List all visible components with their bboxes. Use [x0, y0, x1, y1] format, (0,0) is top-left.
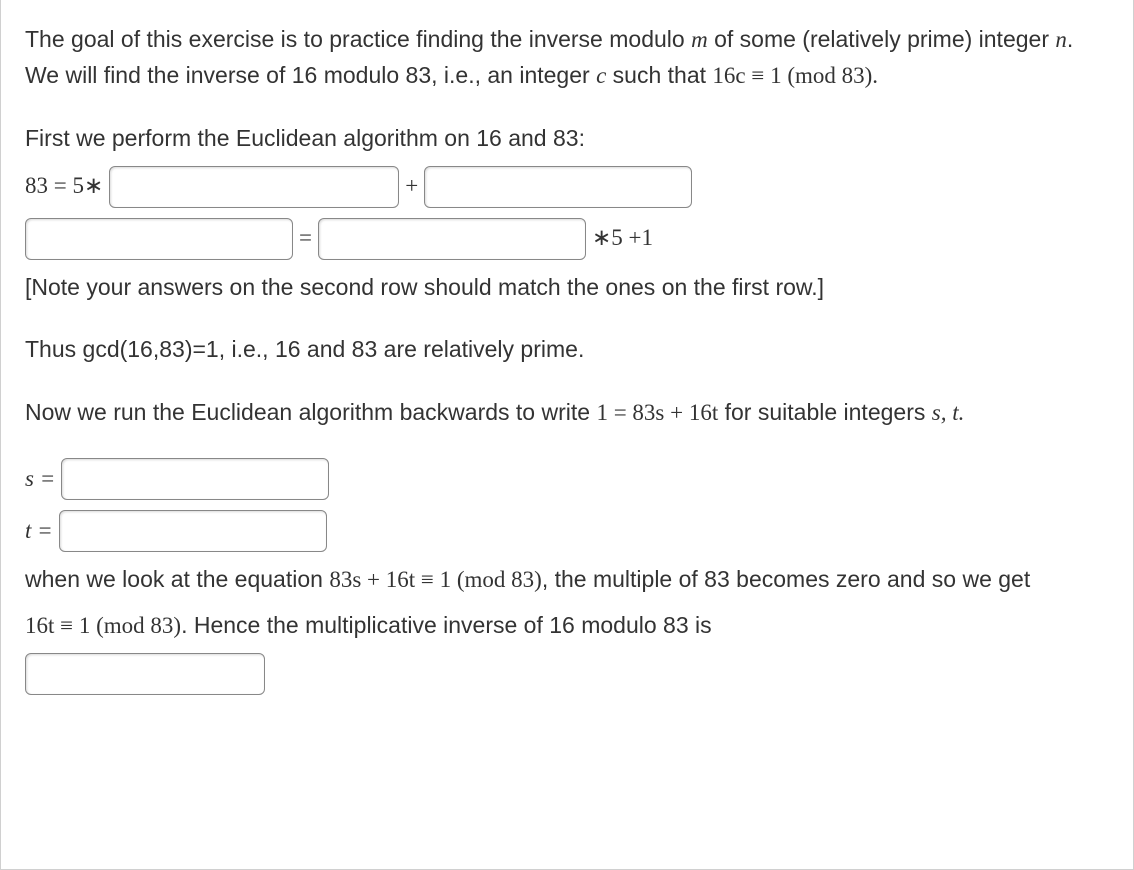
tail-text-1: when we look at the equation — [25, 566, 329, 592]
euclid-input-a[interactable] — [109, 166, 399, 208]
var-m: m — [691, 27, 708, 52]
intro-text-1: The goal of this exercise is to practice… — [25, 26, 691, 52]
tail-text-2: , the multiple of 83 becomes zero and so… — [542, 566, 1030, 592]
backward-lead: Now we run the Euclidean algorithm backw… — [25, 395, 1109, 431]
euclid-input-c[interactable] — [25, 218, 293, 260]
intro-equation: 16c ≡ 1 (mod 83). — [712, 63, 878, 88]
euclid-note: [Note your answers on the second row sho… — [25, 270, 1109, 305]
var-n: n — [1055, 27, 1067, 52]
back-equation: 1 = 83s + 16t — [596, 400, 718, 425]
intro-paragraph: The goal of this exercise is to practice… — [25, 22, 1109, 93]
gcd-statement: Thus gcd(16,83)=1, i.e., 16 and 83 are r… — [25, 332, 1109, 367]
var-c: c — [596, 63, 606, 88]
s-row: s = — [25, 458, 1109, 500]
t-input[interactable] — [59, 510, 327, 552]
tail-paragraph-2: 16t ≡ 1 (mod 83). Hence the multiplicati… — [25, 608, 1109, 644]
s-label: s = — [25, 462, 55, 497]
euclid-input-b[interactable] — [424, 166, 692, 208]
back-text-1: Now we run the Euclidean algorithm backw… — [25, 399, 596, 425]
vars-st: s, t. — [932, 400, 965, 425]
euclid-row-1: 83 = 5∗ + — [25, 166, 1109, 208]
tail-paragraph-1: when we look at the equation 83s + 16t ≡… — [25, 562, 1109, 598]
tail-eq-2: 16t ≡ 1 (mod 83) — [25, 613, 181, 638]
tail-text-3: . Hence the multiplicative inverse of 16… — [181, 612, 712, 638]
intro-text-4: such that — [606, 62, 712, 88]
back-text-2: for suitable integers — [718, 399, 932, 425]
tail-eq-1: 83s + 16t ≡ 1 (mod 83) — [329, 567, 542, 592]
euclid-line2-suffix: ∗5 +1 — [592, 221, 653, 256]
inverse-row — [25, 653, 1109, 695]
euclid-line1-prefix: 83 = 5∗ — [25, 169, 103, 204]
equals-sign: = — [299, 221, 312, 256]
t-row: t = — [25, 510, 1109, 552]
inverse-input[interactable] — [25, 653, 265, 695]
t-label: t = — [25, 514, 53, 549]
euclid-row-2: = ∗5 +1 — [25, 218, 1109, 260]
euclid-lead: First we perform the Euclidean algorithm… — [25, 121, 1109, 156]
s-input[interactable] — [61, 458, 329, 500]
plus-sign: + — [405, 169, 418, 204]
exercise-card: The goal of this exercise is to practice… — [0, 0, 1134, 870]
intro-text-2: of some (relatively prime) integer — [708, 26, 1056, 52]
euclid-input-d[interactable] — [318, 218, 586, 260]
